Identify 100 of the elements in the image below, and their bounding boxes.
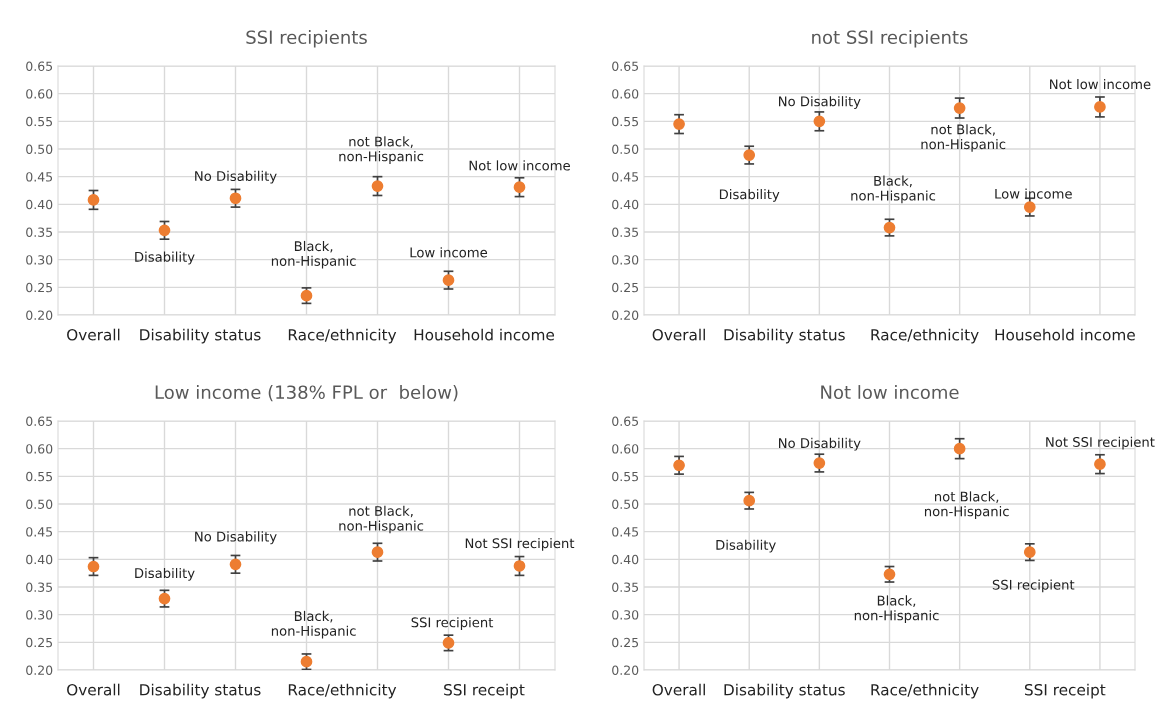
y-tick-label: 0.20 [612, 665, 639, 675]
y-tick-label: 0.35 [612, 227, 639, 237]
y-tick-label: 0.30 [26, 610, 53, 620]
y-tick-label: 0.35 [612, 582, 639, 592]
y-tick-label: 0.60 [26, 89, 53, 99]
text: Household income [414, 328, 555, 341]
y-tick-label: 0.65 [26, 416, 53, 426]
point [371, 546, 384, 558]
annotation: No Disability [779, 437, 861, 451]
text: Overall [67, 328, 120, 341]
point [1023, 546, 1036, 558]
annotation: not Black, non-Hispanic [339, 136, 424, 164]
y-tick-label: 0.65 [612, 416, 639, 426]
point [1094, 101, 1106, 113]
text: Disability status [724, 328, 845, 344]
y-tick-label: 0.25 [26, 282, 53, 293]
point [1094, 458, 1106, 471]
point [371, 180, 384, 192]
point [813, 457, 826, 469]
text: Overall [652, 328, 705, 341]
annotation: not Black, non-Hispanic [924, 491, 1009, 519]
point [673, 459, 685, 472]
chart-title: not SSI recipients [812, 30, 968, 48]
annotation: Black, non-Hispanic [854, 595, 939, 623]
point [229, 558, 242, 571]
annotation: SSI recipient [411, 617, 494, 630]
annotation: not Black, non-Hispanic [339, 505, 424, 534]
text: SSI receipt [444, 683, 525, 699]
annotation: SSI recipient [992, 579, 1075, 593]
y-tick-label: 0.55 [612, 471, 639, 482]
text: Race/ethnicity [871, 683, 979, 699]
text: Disability status [140, 683, 261, 699]
y-tick-label: 0.50 [612, 144, 639, 154]
y-tick-label: 0.30 [612, 255, 639, 265]
point [158, 224, 171, 237]
annotation: No Disability [779, 96, 861, 109]
y-tick-label: 0.50 [26, 144, 53, 154]
point [87, 560, 100, 573]
y-tick-label: 0.35 [26, 227, 53, 237]
annotation: Black, non-Hispanic [851, 175, 936, 204]
point [513, 181, 526, 194]
point [1023, 201, 1036, 213]
y-tick-label: 0.55 [26, 116, 53, 127]
point [513, 560, 526, 572]
annotation: Disability [719, 189, 780, 202]
text: Overall [652, 683, 705, 696]
y-tick-label: 0.35 [26, 582, 53, 592]
point [673, 118, 685, 130]
y-tick-label: 0.40 [612, 199, 639, 210]
annotation: Low income [410, 247, 488, 258]
point [743, 149, 756, 161]
annotation: Disability [716, 539, 776, 553]
y-tick-label: 0.40 [612, 554, 639, 565]
annotation: Low income [995, 188, 1072, 199]
annotation: No Disability [195, 170, 277, 184]
annotation: Black, non-Hispanic [271, 610, 356, 639]
y-tick-label: 0.65 [26, 61, 53, 71]
y-tick-label: 0.20 [26, 665, 53, 675]
chart-title: SSI recipients [246, 30, 367, 48]
y-tick-label: 0.45 [612, 527, 639, 537]
y-tick-label: 0.45 [612, 172, 639, 182]
y-tick-label: 0.60 [612, 444, 639, 454]
y-tick-label: 0.25 [612, 637, 639, 648]
y-tick-label: 0.65 [612, 61, 639, 71]
annotation: Disability [135, 567, 195, 581]
y-tick-label: 0.50 [26, 499, 53, 509]
text: Race/ethnicity [288, 328, 397, 344]
annotation: Not SSI recipient [1046, 436, 1155, 450]
y-tick-label: 0.55 [26, 471, 53, 482]
y-tick-label: 0.55 [612, 116, 639, 127]
y-tick-label: 0.20 [612, 310, 639, 320]
y-tick-label: 0.20 [26, 310, 53, 320]
y-tick-label: 0.30 [26, 255, 53, 265]
point [442, 274, 455, 286]
y-tick-label: 0.45 [26, 172, 53, 182]
y-tick-label: 0.60 [612, 89, 639, 99]
point [953, 442, 966, 455]
text: Race/ethnicity [288, 683, 397, 699]
annotation: Disability [135, 251, 195, 265]
annotation: Black, non-Hispanic [271, 240, 356, 269]
text: Disability status [724, 683, 845, 699]
y-tick-label: 0.25 [26, 637, 53, 648]
annotation: Not low income [1050, 78, 1151, 90]
point [229, 192, 242, 205]
point [953, 102, 966, 114]
annotation: not Black, non-Hispanic [921, 124, 1006, 152]
y-tick-label: 0.40 [26, 554, 53, 565]
annotation: Not SSI recipient [465, 538, 575, 551]
annotation: No Disability [195, 531, 277, 545]
y-tick-label: 0.60 [26, 444, 53, 454]
text: Race/ethnicity [871, 328, 979, 344]
chart-title: Low income (138% FPL or below) [155, 385, 458, 402]
point [87, 194, 100, 206]
y-tick-label: 0.40 [26, 199, 53, 210]
point [813, 115, 826, 128]
y-tick-label: 0.30 [612, 610, 639, 620]
y-tick-label: 0.45 [26, 527, 53, 537]
annotation: Not low income [469, 160, 570, 171]
y-tick-label: 0.50 [612, 499, 639, 509]
text: Disability status [140, 328, 261, 344]
